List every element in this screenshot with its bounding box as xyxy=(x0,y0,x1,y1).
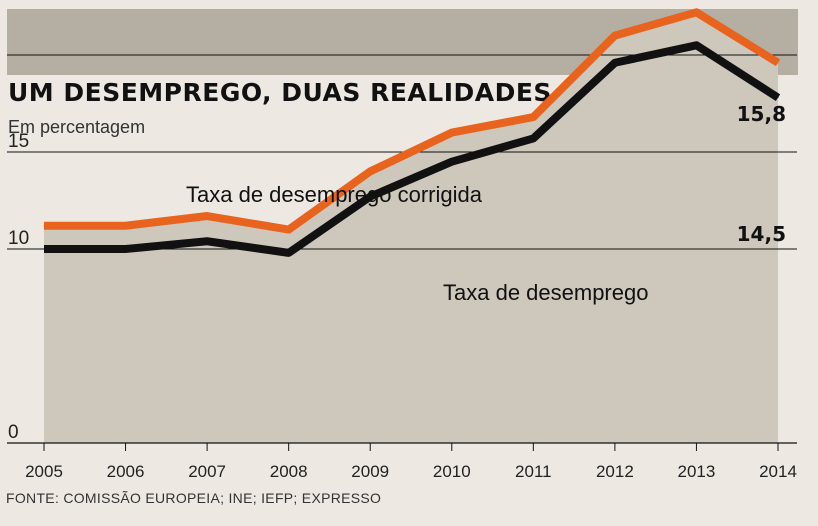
data-point xyxy=(288,229,290,231)
data-point xyxy=(614,35,616,37)
x-tick-label: 2014 xyxy=(759,462,797,481)
y-tick-label: 10 xyxy=(8,228,29,249)
x-tick-label: 2011 xyxy=(515,462,552,481)
x-tick-label: 2005 xyxy=(25,462,63,481)
x-tick-label: 2008 xyxy=(270,462,308,481)
end-value-corrigida: 15,8 xyxy=(737,102,786,126)
data-point xyxy=(695,44,697,46)
series-line-corrigida xyxy=(44,8,781,234)
x-tick-label: 2013 xyxy=(678,462,716,481)
data-point xyxy=(206,215,208,217)
data-point xyxy=(777,62,779,64)
data-point xyxy=(451,161,453,163)
data-point xyxy=(532,116,534,118)
data-point xyxy=(125,248,127,250)
x-tick-label: 2012 xyxy=(596,462,634,481)
data-point xyxy=(451,132,453,134)
y-tick-label: 15 xyxy=(8,131,29,152)
data-point xyxy=(695,11,697,13)
chart-subtitle: Em percentagem xyxy=(8,117,146,137)
data-point xyxy=(43,248,45,250)
data-point xyxy=(614,62,616,64)
chart-title: UM DESEMPREGO, DUAS REALIDADES xyxy=(8,78,552,107)
data-point xyxy=(288,252,290,254)
x-tick-label: 2006 xyxy=(107,462,145,481)
data-point xyxy=(777,97,779,99)
area-fill xyxy=(44,12,778,443)
data-point xyxy=(206,240,208,242)
series-line-desemprego xyxy=(44,41,781,257)
x-tick-label: 2007 xyxy=(188,462,226,481)
data-point xyxy=(369,196,371,198)
data-point xyxy=(532,137,534,139)
y-tick-label: 0 xyxy=(8,422,19,443)
data-point xyxy=(369,170,371,172)
x-tick-label: 2009 xyxy=(351,462,389,481)
series-label-corrigida: Taxa de desemprego corrigida xyxy=(186,182,483,207)
data-point xyxy=(125,225,127,227)
x-tick-label: 2010 xyxy=(433,462,471,481)
source-note: FONTE: COMISSÃO EUROPEIA; INE; IEFP; EXP… xyxy=(6,490,382,506)
data-point xyxy=(43,225,45,227)
series-label-desemprego: Taxa de desemprego xyxy=(443,280,648,305)
end-value-desemprego: 14,5 xyxy=(737,222,786,246)
